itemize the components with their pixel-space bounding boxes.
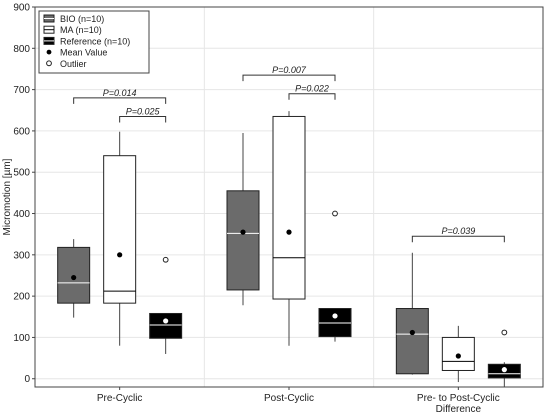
- box-body: [149, 312, 183, 339]
- box-series: [57, 111, 521, 387]
- bracket-line: [119, 115, 167, 123]
- box-0-0: [57, 239, 91, 318]
- legend-entry: MA (n=10): [43, 25, 102, 35]
- mean-marker: [240, 229, 246, 235]
- y-axis-title: Micromotion [µm]: [2, 158, 13, 235]
- legend-entry: Mean Value: [46, 48, 107, 58]
- legend-label: Outlier: [60, 59, 87, 69]
- legend-frame: [38, 10, 150, 74]
- x-category-label-line: Difference: [436, 404, 482, 414]
- outlier-marker: [501, 329, 508, 336]
- y-tick-label: 600: [13, 126, 30, 137]
- legend-entry: BIO (n=10): [43, 14, 104, 24]
- y-tick-label: 300: [13, 250, 30, 261]
- bracket-line: [73, 97, 167, 104]
- box-body: [272, 115, 306, 300]
- mean-marker: [501, 367, 507, 373]
- y-tick-label: 700: [13, 85, 30, 96]
- box-body: [57, 246, 91, 304]
- box-0-1: [226, 132, 260, 306]
- box-1-0: [103, 131, 137, 346]
- legend-label: MA (n=10): [60, 25, 102, 35]
- bracket-line: [242, 74, 336, 82]
- mean-marker: [409, 329, 415, 336]
- p-value-label: P=0.025: [126, 106, 161, 116]
- x-category-label-line: Post-Cyclic: [264, 393, 314, 404]
- legend-label: BIO (n=10): [60, 14, 104, 24]
- box-1-1: [272, 111, 306, 346]
- mean-marker: [286, 229, 292, 235]
- bracket-line: [411, 235, 505, 243]
- legend-entry: Reference (n=10): [43, 36, 130, 46]
- box-0-2: [395, 252, 429, 375]
- y-tick-label: 500: [13, 168, 30, 179]
- significance-bracket: P=0.014: [73, 88, 167, 104]
- significance-bracket: P=0.022: [288, 84, 336, 100]
- p-value-label: P=0.022: [295, 84, 329, 94]
- y-tick-label: 800: [13, 44, 30, 55]
- box-2-0: [149, 256, 183, 354]
- legend: BIO (n=10)MA (n=10)Reference (n=10) Mean …: [38, 10, 150, 74]
- y-axis-ticks: 0 100 200 300 400 500 600 700 800 900: [13, 3, 35, 385]
- legend-label: Reference (n=10): [60, 36, 130, 46]
- legend-entry: Outlier: [46, 59, 87, 69]
- mean-marker: [332, 313, 338, 319]
- x-axis-categories: Pre-Cyclic Post-Cyclic Pre- to Post-Cyclic…: [97, 387, 500, 414]
- legend-mean-marker: [46, 49, 52, 55]
- y-tick-label: 100: [13, 333, 30, 344]
- x-category-label: Post-Cyclic: [264, 393, 314, 404]
- legend-outlier-marker: [46, 60, 52, 67]
- p-value-label: P=0.014: [103, 88, 137, 98]
- outlier-marker: [332, 210, 338, 217]
- y-tick-label: 200: [13, 292, 30, 303]
- box-2-1: [318, 210, 352, 342]
- p-value-label: P=0.007: [272, 65, 307, 75]
- x-category-label-line: Pre- to Post-Cyclic: [417, 393, 500, 404]
- outlier-marker: [162, 256, 169, 263]
- bracket-line: [288, 93, 336, 100]
- x-category-label: Pre- to Post-Cyclic Difference: [417, 393, 500, 414]
- p-value-label: P=0.039: [441, 226, 475, 236]
- box-2-2: [487, 329, 521, 387]
- legend-label: Mean Value: [60, 48, 107, 58]
- mean-marker: [71, 274, 77, 281]
- mean-marker: [163, 318, 169, 324]
- mean-marker: [455, 353, 461, 359]
- x-category-label: Pre-Cyclic: [97, 393, 143, 404]
- box-1-2: [441, 325, 475, 383]
- box-body: [103, 155, 137, 304]
- box-body: [395, 308, 429, 375]
- x-category-label-line: Pre-Cyclic: [97, 393, 143, 404]
- significance-bracket: P=0.039: [411, 226, 505, 243]
- mean-marker: [117, 252, 123, 258]
- significance-bracket: P=0.007: [242, 65, 336, 82]
- y-tick-label: 400: [13, 209, 30, 220]
- significance-bracket: P=0.025: [119, 106, 167, 123]
- y-tick-label: 0: [24, 374, 30, 385]
- y-tick-label: 900: [13, 3, 30, 14]
- significance-brackets: P=0.014 P=0.025 P=0.007 P=0.022 P=0.039: [73, 65, 505, 243]
- box-body: [226, 190, 260, 291]
